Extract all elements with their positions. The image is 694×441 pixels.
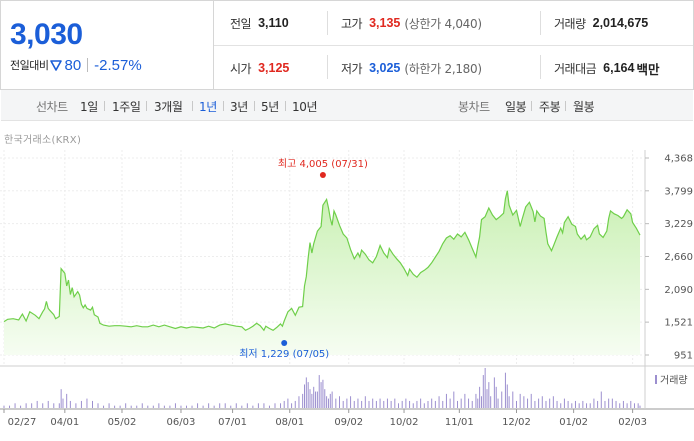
stat-value: 6,164 [603,61,635,75]
stock-summary: 3,030 전일대비 80 -2.57% 전일 3,110 고가 3,135 (… [0,0,694,90]
current-price: 3,030 [10,18,83,51]
candle-chart-label: 봉차트 [458,100,490,114]
stat-unit: 백만 [636,62,660,77]
stat-label: 저가 [341,61,363,76]
low-marker [281,340,288,346]
x-tick-label: 08/01 [275,417,304,428]
stat-high: 고가 3,135 (상한가 4,040) [341,15,482,31]
stat-value: 3,125 [258,61,290,75]
quote-stats: 전일 3,110 고가 3,135 (상한가 4,040) 거래량 2,014,… [214,1,693,89]
price-chart[interactable]: 최고 4,005 (07/31) 최저 1,229 (07/05) 4,368 3,… [0,150,694,441]
stat-label: 고가 [341,16,363,31]
toolbar-divider [254,101,255,111]
high-marker [319,172,326,178]
x-tick-label: 02/27 [8,417,37,428]
stat-open: 시가 3,125 [230,60,289,76]
x-tick-label: 06/03 [167,417,196,428]
candle-weekly-button[interactable]: 주봉 [539,100,561,114]
period-1d-button[interactable]: 1일 [80,100,98,114]
stats-col-divider [327,11,328,35]
toolbar-divider [565,101,566,111]
x-tick-label: 04/01 [50,417,79,428]
y-tick-label: 4,368 [664,154,693,165]
stat-value: 3,135 [369,16,401,30]
period-1w-button[interactable]: 1주일 [112,100,141,114]
upper-limit: (상한가 4,040) [404,16,482,31]
candle-daily-button[interactable]: 일봉 [505,100,527,114]
stat-trade-value: 거래대금 6,164 백만 [554,60,660,77]
chart-period-toolbar: 선차트 1일 1주일 3개월 1년 3년 5년 10년 봉차트 일봉 주봉 월봉 [1,90,693,121]
high-annotation: 최고 4,005 (07/31) [278,158,368,170]
down-triangle-icon [50,60,63,71]
y-tick-label: 2,090 [664,285,693,296]
toolbar-divider [285,101,286,111]
stat-low: 저가 3,025 (하한가 2,180) [341,60,482,76]
x-tick-label: 10/02 [390,417,419,428]
stat-label: 거래대금 [554,61,597,76]
toolbar-divider [104,101,105,111]
lower-limit: (하한가 2,180) [404,61,482,76]
period-5y-button[interactable]: 5년 [261,100,279,114]
stats-col-divider [540,11,541,35]
volume-legend-swatch [655,375,657,384]
stat-label: 전일 [230,16,252,31]
y-tick-label: 2,660 [664,252,693,263]
x-tick-label: 05/02 [108,417,137,428]
candle-monthly-button[interactable]: 월봉 [573,100,595,114]
low-annotation: 최저 1,229 (07/05) [239,348,329,360]
toolbar-divider [223,101,224,111]
x-tick-label: 02/03 [618,417,647,428]
change-label: 전일대비 [10,59,49,72]
y-tick-label: 3,799 [664,186,693,197]
y-tick-label: 3,229 [664,219,693,230]
stat-prev-close: 전일 3,110 [230,15,289,31]
volume-legend-label: 거래량 [660,375,688,387]
exchange-label: 한국거래소(KRX) [4,135,82,146]
x-tick-label: 11/01 [445,417,474,428]
stat-label: 거래량 [554,16,586,31]
y-tick-label: 1,521 [664,318,693,329]
x-tick-label: 07/01 [218,417,247,428]
change-separator [87,58,89,72]
current-price-panel: 3,030 전일대비 80 -2.57% [1,1,214,89]
x-tick-label: 01/02 [559,417,588,428]
stats-row-divider [214,45,693,46]
stat-value: 3,110 [258,16,289,30]
period-10y-button[interactable]: 10년 [292,100,318,114]
x-tick-label: 12/02 [502,417,531,428]
y-tick-label: 951 [674,351,693,362]
x-tick-label: 09/02 [334,417,363,428]
period-3m-button[interactable]: 3개월 [154,100,183,114]
stat-value: 3,025 [369,61,401,75]
stat-value: 2,014,675 [592,16,649,30]
toolbar-divider [146,101,147,111]
stat-label: 시가 [230,61,252,76]
toolbar-divider [192,101,193,111]
change-line: 전일대비 80 -2.57% [10,56,142,74]
stats-col-divider [540,55,541,79]
stat-volume: 거래량 2,014,675 [554,15,648,31]
period-3y-button[interactable]: 3년 [230,100,248,114]
change-rate: -2.57% [94,56,142,74]
line-chart-label: 선차트 [36,100,68,114]
price-area [4,190,640,355]
stats-col-divider [327,55,328,79]
toolbar-divider [531,101,532,111]
price-line [3,190,641,332]
period-1y-button[interactable]: 1년 [199,100,217,114]
change-amount: 80 [64,56,82,74]
